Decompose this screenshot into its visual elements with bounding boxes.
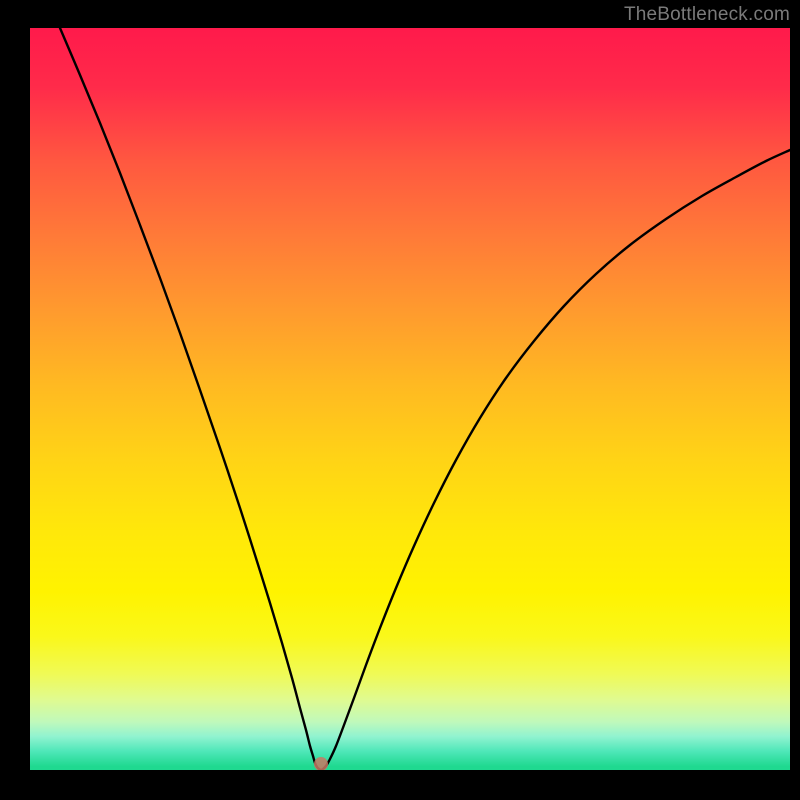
bottleneck-curve bbox=[60, 28, 790, 770]
watermark-text: TheBottleneck.com bbox=[624, 4, 790, 26]
min-marker bbox=[314, 757, 328, 770]
curve-layer bbox=[30, 28, 790, 770]
plot-area bbox=[30, 28, 790, 770]
